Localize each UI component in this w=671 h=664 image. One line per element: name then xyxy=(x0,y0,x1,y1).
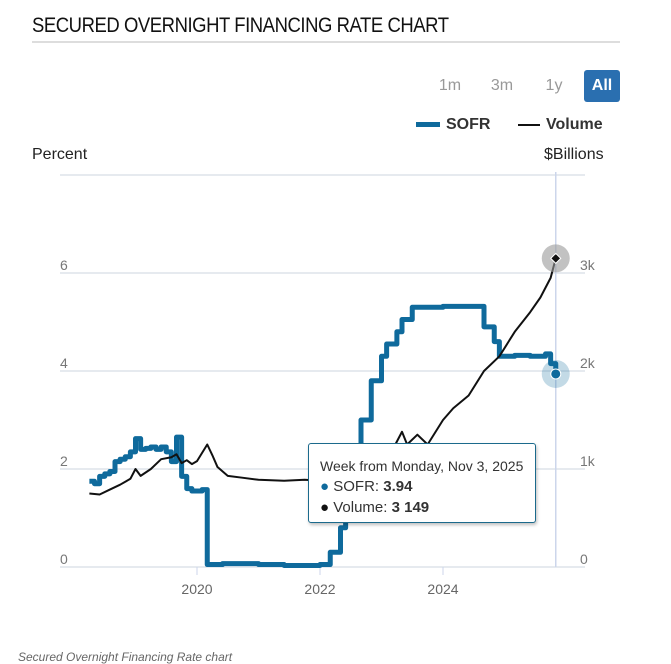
y-tick-right: 1k xyxy=(580,453,596,469)
right-axis-title: $Billions xyxy=(544,146,604,163)
tooltip-volume-label: Volume: xyxy=(333,499,392,516)
volume-line xyxy=(89,258,557,496)
range-1y-button[interactable]: 1y xyxy=(545,77,563,94)
x-tick-label: 2022 xyxy=(304,581,335,597)
y-tick-left: 6 xyxy=(60,257,68,273)
y-tick-right: 3k xyxy=(580,257,596,273)
legend-sofr-label: SOFR xyxy=(446,116,491,133)
y-tick-right: 0 xyxy=(580,551,588,567)
x-tick-label: 2020 xyxy=(181,581,212,597)
tooltip-volume-value: 3 149 xyxy=(391,499,430,516)
sofr-swatch xyxy=(416,122,440,128)
sofr-line xyxy=(89,303,559,569)
legend-volume[interactable]: Volume xyxy=(518,116,603,134)
range-1m-button[interactable]: 1m xyxy=(438,77,462,94)
sofr-dot-icon: ● xyxy=(320,478,334,495)
tooltip-sofr-label: SOFR: xyxy=(333,478,384,495)
volume-swatch xyxy=(518,123,540,127)
tooltip: Week from Monday, Nov 3, 2025 ● SOFR: 3.… xyxy=(308,443,536,523)
y-tick-left: 2 xyxy=(60,453,68,469)
page-title: SECURED OVERNIGHT FINANCING RATE CHART xyxy=(32,14,449,37)
y-tick-left: 4 xyxy=(60,355,68,371)
volume-dot-icon: ● xyxy=(320,499,334,516)
tooltip-header: Week from Monday, Nov 3, 2025 xyxy=(320,458,524,474)
volume-hover-point xyxy=(550,252,562,265)
y-tick-left: 0 xyxy=(60,551,68,567)
range-all-button[interactable]: All xyxy=(584,70,620,102)
left-axis-title: Percent xyxy=(32,146,88,163)
title-divider xyxy=(32,41,620,43)
y-tick-right: 2k xyxy=(580,355,596,371)
sofr-hover-point xyxy=(550,368,562,380)
x-tick-label: 2024 xyxy=(427,581,458,597)
legend-sofr[interactable]: SOFR xyxy=(416,116,490,134)
tooltip-sofr-value: 3.94 xyxy=(383,478,413,495)
legend-volume-label: Volume xyxy=(546,116,603,133)
tooltip-volume-row: ● Volume: 3 149 xyxy=(320,499,535,516)
range-3m-button[interactable]: 3m xyxy=(490,77,514,94)
tooltip-sofr-row: ● SOFR: 3.94 xyxy=(320,478,535,495)
chart-caption: Secured Overnight Financing Rate chart xyxy=(18,650,233,664)
